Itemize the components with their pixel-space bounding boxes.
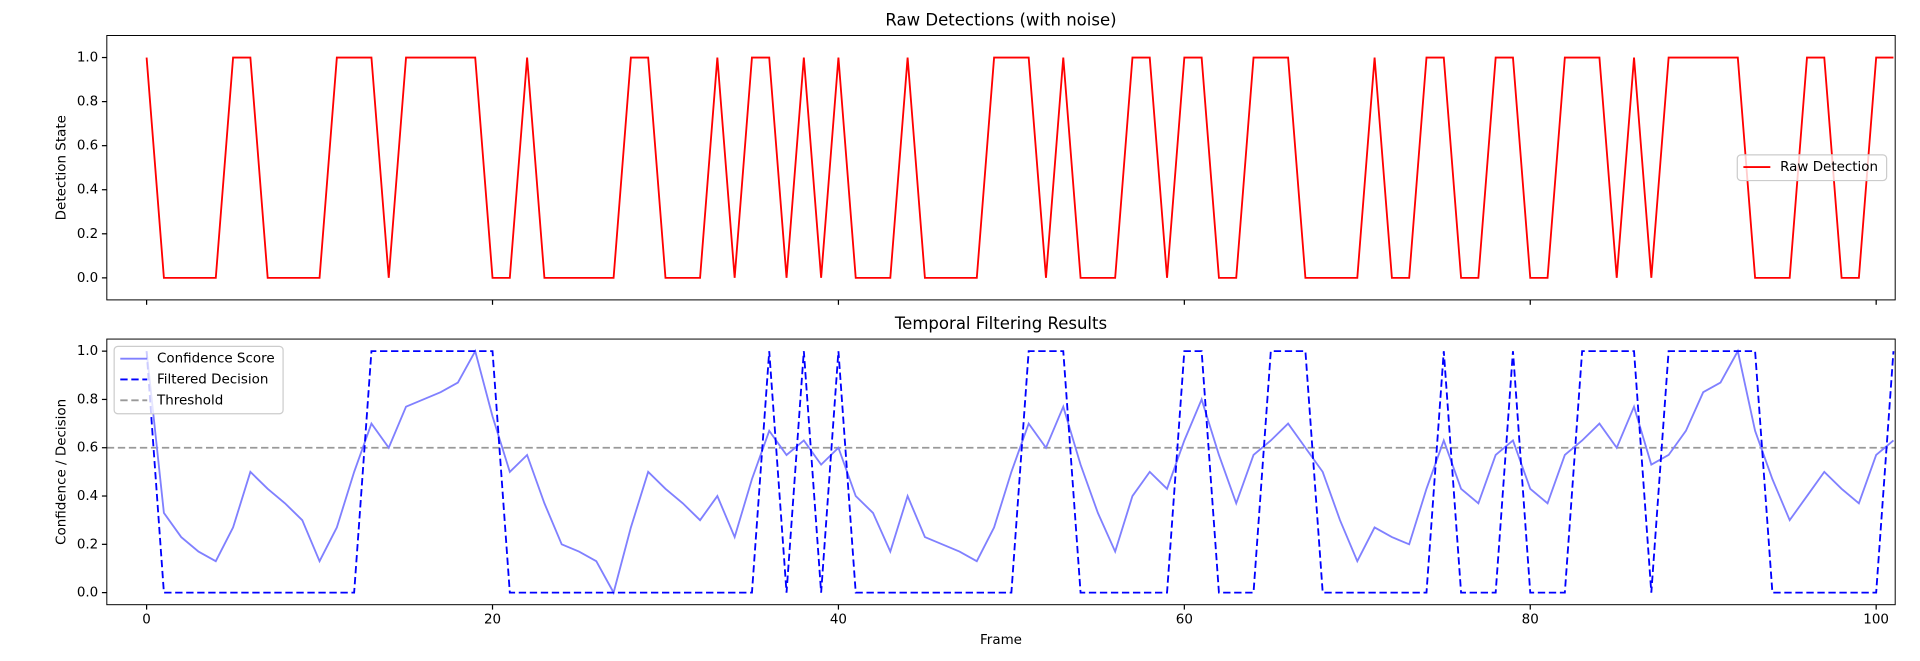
y-tick-label: 0.0	[77, 271, 98, 286]
y-tick-label: 0.8	[77, 95, 98, 110]
legend-label: Threshold	[156, 393, 223, 408]
y-tick-label: 0.4	[77, 183, 98, 198]
series-line	[145, 56, 1894, 279]
y-tick-label: 0.8	[77, 392, 98, 407]
x-tick-label: 60	[1176, 612, 1193, 627]
x-tick-label: 100	[1863, 612, 1889, 627]
y-tick-label: 1.0	[77, 51, 98, 66]
y-tick-label: 0.4	[77, 489, 98, 504]
y-tick-label: 0.0	[77, 586, 98, 601]
chart-title: Temporal Filtering Results	[894, 314, 1107, 333]
x-tick-label: 0	[142, 612, 151, 627]
legend-box	[1736, 154, 1888, 182]
legend-label: Filtered Decision	[157, 372, 268, 387]
legend-label: Confidence Score	[157, 352, 275, 367]
plot-frame	[106, 338, 1896, 606]
x-axis-label: Frame	[980, 633, 1022, 648]
y-tick-label: 0.2	[77, 537, 98, 552]
y-tick-label: 0.6	[77, 441, 98, 456]
legend-box	[113, 345, 284, 415]
y-tick-label: 0.6	[77, 139, 98, 154]
x-tick-label: 40	[830, 612, 847, 627]
x-tick-label: 20	[484, 612, 501, 627]
series-line	[145, 350, 1895, 594]
y-axis-label: Detection State	[55, 115, 70, 220]
chart-title: Raw Detections (with noise)	[885, 10, 1116, 29]
y-tick-label: 0.2	[77, 227, 98, 242]
y-tick-label: 1.0	[77, 344, 98, 359]
x-tick-label: 80	[1522, 612, 1539, 627]
plot-frame	[106, 35, 1896, 301]
y-axis-label: Confidence / Decision	[55, 399, 70, 545]
legend-label: Raw Detection	[1780, 160, 1878, 175]
series-line	[145, 348, 1895, 596]
